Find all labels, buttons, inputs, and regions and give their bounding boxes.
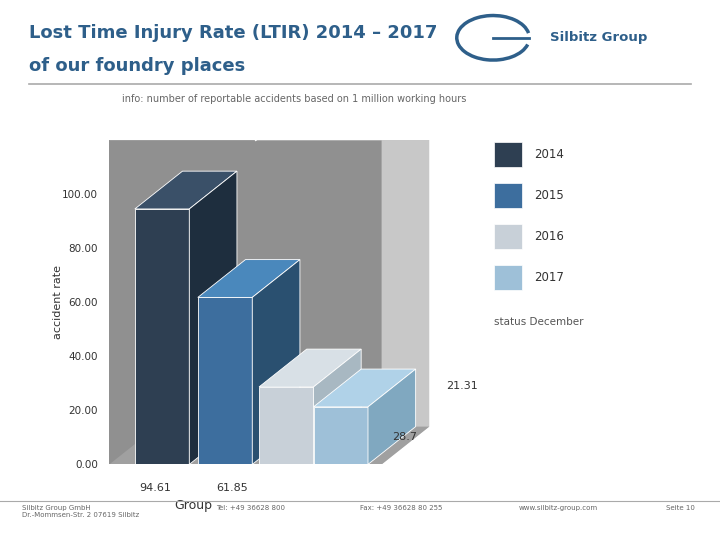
Bar bbox=[494, 183, 522, 207]
Text: www.silbitz-group.com: www.silbitz-group.com bbox=[518, 505, 598, 511]
Text: Fax: +49 36628 80 255: Fax: +49 36628 80 255 bbox=[360, 505, 442, 511]
Polygon shape bbox=[109, 427, 429, 464]
Polygon shape bbox=[313, 407, 368, 464]
Polygon shape bbox=[135, 209, 189, 464]
Bar bbox=[494, 142, 522, 166]
Polygon shape bbox=[109, 140, 382, 464]
Polygon shape bbox=[256, 103, 429, 464]
Text: 94.61: 94.61 bbox=[139, 483, 171, 494]
Bar bbox=[494, 224, 522, 248]
Text: Seite 10: Seite 10 bbox=[666, 505, 695, 511]
Text: status December: status December bbox=[494, 318, 583, 327]
Text: 2016: 2016 bbox=[534, 230, 564, 243]
Text: 2017: 2017 bbox=[534, 271, 564, 284]
Polygon shape bbox=[313, 349, 361, 464]
Text: Group: Group bbox=[174, 500, 212, 512]
Text: Tel: +49 36628 800: Tel: +49 36628 800 bbox=[216, 505, 285, 511]
Text: 61.85: 61.85 bbox=[216, 483, 248, 494]
Text: of our foundry places: of our foundry places bbox=[29, 57, 245, 75]
Polygon shape bbox=[252, 260, 300, 464]
Polygon shape bbox=[368, 369, 415, 464]
Polygon shape bbox=[109, 103, 298, 464]
Polygon shape bbox=[135, 171, 237, 209]
Text: Lost Time Injury Rate (LTIR) 2014 – 2017: Lost Time Injury Rate (LTIR) 2014 – 2017 bbox=[29, 24, 437, 42]
Text: 21.31: 21.31 bbox=[446, 381, 478, 391]
Bar bbox=[494, 265, 522, 289]
Text: 2014: 2014 bbox=[534, 148, 564, 161]
Polygon shape bbox=[313, 369, 415, 407]
Polygon shape bbox=[259, 349, 361, 387]
Polygon shape bbox=[109, 103, 429, 140]
Text: Silbitz Group: Silbitz Group bbox=[550, 31, 647, 44]
Polygon shape bbox=[109, 103, 157, 464]
Polygon shape bbox=[198, 298, 252, 464]
Text: 2015: 2015 bbox=[534, 189, 564, 202]
Polygon shape bbox=[259, 387, 313, 464]
Y-axis label: accident rate: accident rate bbox=[53, 265, 63, 340]
Text: 28.7: 28.7 bbox=[392, 433, 417, 442]
Text: info: number of reportable accidents based on 1 million working hours: info: number of reportable accidents bas… bbox=[122, 94, 467, 105]
Polygon shape bbox=[189, 171, 237, 464]
Polygon shape bbox=[198, 260, 300, 298]
Text: Silbitz Group GmbH
Dr.-Mommsen-Str. 2 07619 Silbitz: Silbitz Group GmbH Dr.-Mommsen-Str. 2 07… bbox=[22, 505, 139, 518]
